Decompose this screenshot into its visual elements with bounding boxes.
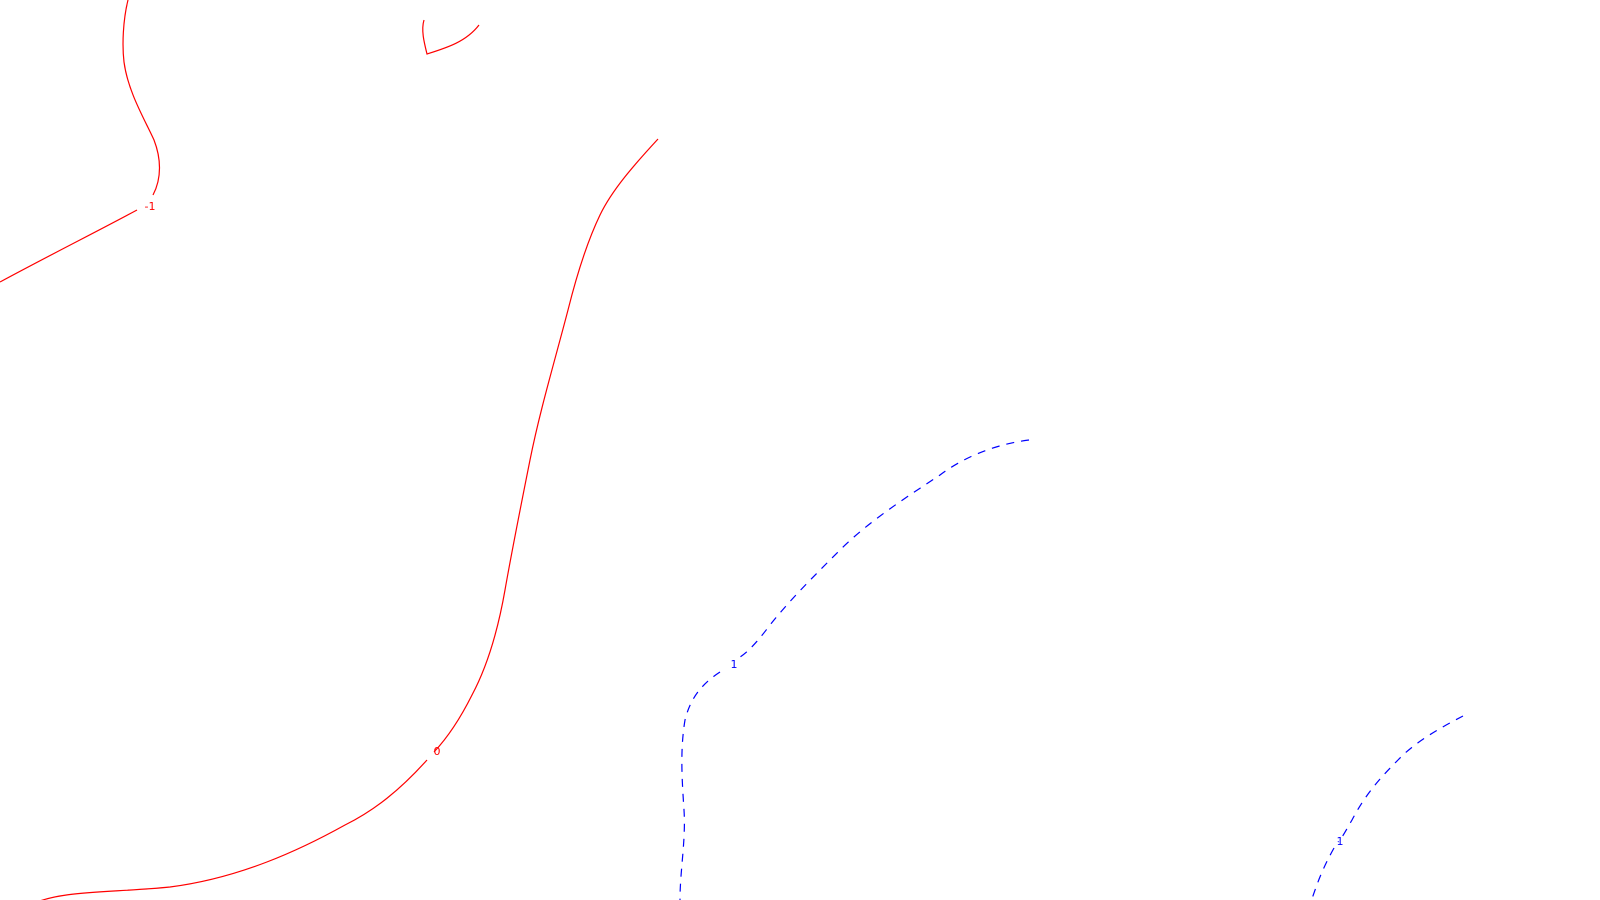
contour-line-level-neg1 [422,19,480,55]
contour-label-level-1: 1 [1337,835,1344,848]
contour-labels: -1 0 1 1 [145,200,1344,848]
contour-lines [0,0,1464,900]
contour-line-level-1 [1311,715,1464,900]
contour-line-level-1 [679,439,1030,900]
contour-label-level-0: 0 [434,745,441,758]
contour-line-level-0 [41,138,659,900]
contour-label-level-1: 1 [731,658,738,671]
contour-line-level-neg1 [0,0,161,283]
contour-label-level-neg1: -1 [145,200,156,213]
